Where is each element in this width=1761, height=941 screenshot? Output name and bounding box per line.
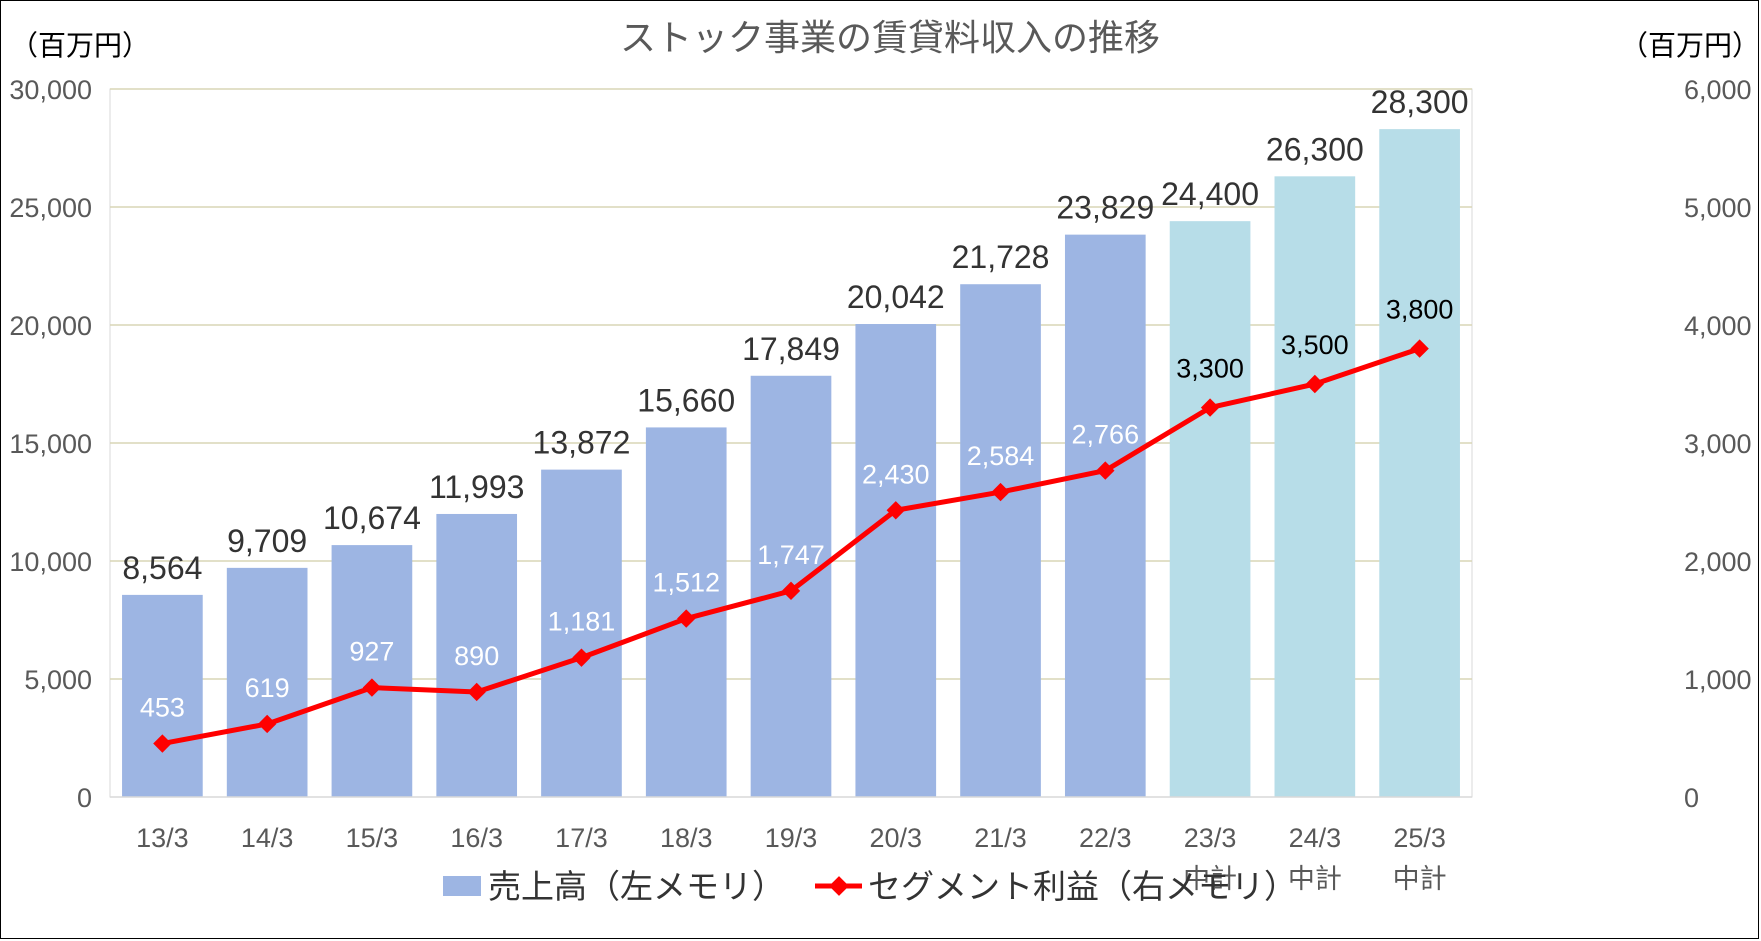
profit-point <box>153 734 172 753</box>
profit-value-label: 2,766 <box>1072 420 1140 450</box>
profit-value-label: 619 <box>245 673 290 703</box>
profit-value-label: 2,584 <box>967 441 1035 471</box>
bar-value-label: 17,849 <box>742 331 840 367</box>
plot-area: 0 5,000 10,000 15,000 20,000 25,000 30,000 0 1,0… <box>9 75 1751 894</box>
left-axis-tick: 10,000 <box>9 547 92 577</box>
bar <box>436 513 518 797</box>
profit-value-label: 453 <box>140 693 185 723</box>
category-label: 20/3 <box>869 823 922 853</box>
legend-swatch-bar <box>443 876 481 896</box>
profit-value-label: 3,300 <box>1176 354 1244 384</box>
right-axis-tick: 3,000 <box>1684 429 1752 459</box>
bar-value-label: 26,300 <box>1266 131 1364 167</box>
bar-value-label: 24,400 <box>1161 176 1259 212</box>
bar-value-label: 20,042 <box>847 279 945 315</box>
left-axis-tick: 30,000 <box>9 75 92 105</box>
bar-value-label: 13,872 <box>533 425 631 461</box>
left-axis-tick: 5,000 <box>24 665 92 695</box>
bar-value-label: 11,993 <box>429 469 525 505</box>
right-axis-tick: 6,000 <box>1684 75 1752 105</box>
bar <box>1064 234 1146 797</box>
category-label: 22/3 <box>1079 823 1132 853</box>
category-label: 14/3 <box>241 823 294 853</box>
left-axis-tick: 20,000 <box>9 311 92 341</box>
profit-point <box>1096 461 1115 480</box>
bar-value-label: 23,829 <box>1056 190 1154 226</box>
profit-point <box>362 678 382 697</box>
profit-point <box>572 648 591 667</box>
profit-point <box>886 501 905 520</box>
profit-value-label: 1,512 <box>652 568 720 598</box>
bar-value-label: 10,674 <box>323 500 421 536</box>
profit-point <box>677 609 696 628</box>
right-axis-tick: 2,000 <box>1684 547 1752 577</box>
profit-value-label: 1,181 <box>548 607 616 637</box>
profit-point <box>257 714 277 734</box>
left-axis-tick: 25,000 <box>9 193 92 223</box>
right-axis-tick: 5,000 <box>1684 193 1752 223</box>
category-label: 15/3 <box>346 823 399 853</box>
category-label: 中計 <box>1288 864 1342 894</box>
bar <box>226 567 308 797</box>
right-axis-unit: （百万円） <box>1620 29 1760 62</box>
profit-point <box>1410 339 1429 358</box>
profit-point <box>1200 398 1220 417</box>
bar <box>541 469 622 797</box>
category-label: 21/3 <box>974 823 1027 853</box>
right-axis-tick: 0 <box>1684 783 1699 813</box>
profit-point <box>1305 374 1325 394</box>
category-label: 13/3 <box>136 823 189 853</box>
profit-value-label: 1,747 <box>757 540 825 570</box>
category-label: 23/3 <box>1184 823 1237 853</box>
category-label: 18/3 <box>660 823 713 853</box>
right-axis-tick: 1,000 <box>1684 665 1752 695</box>
legend-marker <box>829 876 849 896</box>
right-axis-tick: 4,000 <box>1684 311 1752 341</box>
bar-value-label: 21,728 <box>952 239 1050 275</box>
legend-label-line: セグメント利益（右メモリ） <box>868 867 1297 906</box>
chart-title: ストック事業の賃貸料収入の推移 <box>620 18 1160 59</box>
profit-value-label: 927 <box>349 637 394 667</box>
legend-label-bar: 売上高（左メモリ） <box>488 867 785 906</box>
profit-point <box>991 482 1010 502</box>
bar <box>331 545 413 797</box>
bar <box>960 284 1041 797</box>
profit-point <box>781 581 801 601</box>
category-label: 中計 <box>1393 864 1447 894</box>
left-axis-tick: 15,000 <box>9 429 92 459</box>
category-label: 中計 <box>1183 864 1237 894</box>
category-label: 25/3 <box>1393 823 1446 853</box>
bar <box>1169 221 1251 797</box>
category-label: 16/3 <box>450 823 503 853</box>
bar-value-label: 15,660 <box>637 382 735 418</box>
bar-value-label: 9,709 <box>227 523 307 559</box>
profit-value-label: 3,800 <box>1386 295 1454 325</box>
bar-value-label: 8,564 <box>122 550 202 586</box>
profit-value-label: 3,500 <box>1281 330 1349 360</box>
bar-value-label: 28,300 <box>1371 84 1469 120</box>
category-label: 19/3 <box>765 823 818 853</box>
profit-value-label: 2,430 <box>862 459 930 489</box>
left-axis-tick: 0 <box>77 783 92 813</box>
bar <box>1379 129 1460 797</box>
bar <box>855 324 937 797</box>
profit-value-label: 890 <box>454 641 499 671</box>
bar <box>122 594 203 797</box>
left-axis-unit: （百万円） <box>10 29 150 62</box>
profit-point <box>467 682 486 702</box>
bar <box>1274 176 1356 797</box>
category-label: 17/3 <box>555 823 608 853</box>
legend: 売上高（左メモリ） セグメント利益（右メモリ） <box>443 867 1297 906</box>
category-label: 24/3 <box>1289 823 1342 853</box>
